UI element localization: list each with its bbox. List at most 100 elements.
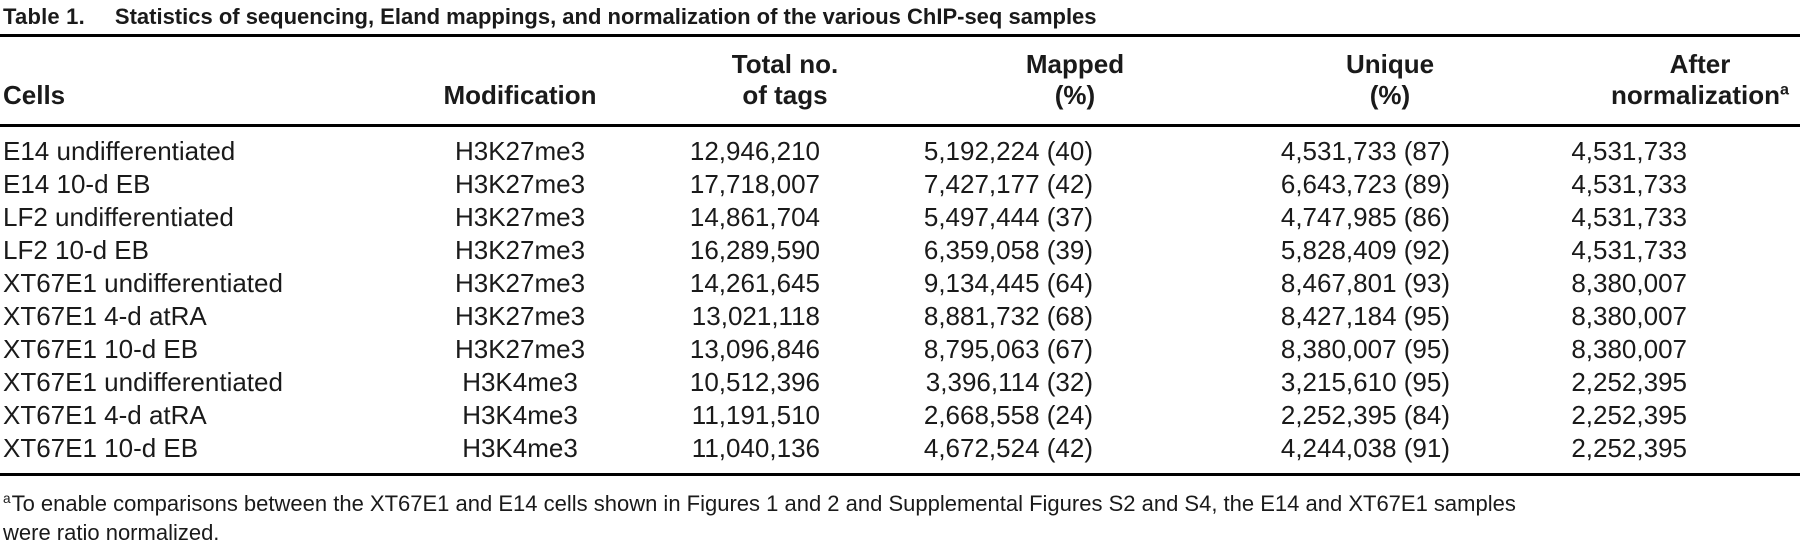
footnote-line1: aTo enable comparisons between the XT67E…	[3, 489, 1800, 518]
table-row: E14 undifferentiated H3K27me3 12,946,210…	[0, 135, 1800, 168]
cell-mapped-pct: 9,134,445 (64)	[923, 268, 1093, 298]
table-row: XT67E1 10-d EB H3K27me3 13,096,846 8,795…	[0, 333, 1800, 366]
cell-total-tags: 14,861,704	[689, 202, 820, 232]
rule-table-bottom	[0, 473, 1800, 476]
header-line1: After	[1669, 49, 1731, 79]
cell-cells: XT67E1 undifferentiated	[3, 367, 283, 397]
cell-unique-pct: 3,215,610 (95)	[1280, 367, 1450, 397]
rule-top	[0, 34, 1800, 37]
cell-mapped-pct: 6,359,058 (39)	[923, 235, 1093, 265]
cell-cells: E14 10-d EB	[3, 169, 151, 199]
table-title: Table 1. Statistics of sequencing, Eland …	[0, 3, 1800, 31]
header-line1: Unique	[1345, 49, 1435, 79]
cell-mapped-pct: 8,795,063 (67)	[923, 334, 1093, 364]
cell-modification: H3K27me3	[454, 169, 586, 199]
cell-mapped-pct: 5,497,444 (37)	[923, 202, 1093, 232]
cell-total-tags: 11,040,136	[691, 433, 820, 463]
table-caption: Statistics of sequencing, Eland mappings…	[114, 4, 1097, 29]
cell-mapped-pct: 7,427,177 (42)	[923, 169, 1093, 199]
cell-after-normalization: 4,531,733	[1571, 235, 1687, 265]
table-header-row: Cells Modification Total no. of tags Map…	[0, 37, 1800, 124]
column-header-modification: Modification	[380, 80, 660, 111]
cell-modification: H3K27me3	[454, 235, 586, 265]
cell-cells: LF2 undifferentiated	[3, 202, 234, 232]
cell-mapped-pct: 2,668,558 (24)	[923, 400, 1093, 430]
cell-after-normalization: 4,531,733	[1571, 136, 1687, 166]
column-header-unique-pct: Unique (%)	[1110, 49, 1470, 111]
cell-cells: XT67E1 4-d atRA	[3, 301, 207, 331]
cell-mapped-pct: 3,396,114 (32)	[925, 367, 1093, 397]
table-footnote: aTo enable comparisons between the XT67E…	[0, 489, 1800, 547]
cell-after-normalization: 2,252,395	[1571, 433, 1687, 463]
footnote-marker-superscript: a	[1780, 80, 1789, 99]
column-header-total-tags: Total no. of tags	[660, 49, 840, 111]
cell-modification: H3K27me3	[454, 268, 586, 298]
header-label: Modification	[443, 80, 597, 110]
cell-mapped-pct: 4,672,524 (42)	[923, 433, 1093, 463]
table-row: XT67E1 4-d atRA H3K27me3 13,021,118 8,88…	[0, 300, 1800, 333]
cell-unique-pct: 2,252,395 (84)	[1280, 400, 1450, 430]
cell-cells: XT67E1 10-d EB	[3, 433, 199, 463]
cell-cells: LF2 10-d EB	[3, 235, 149, 265]
cell-unique-pct: 8,427,184 (95)	[1280, 301, 1450, 331]
cell-cells: E14 undifferentiated	[3, 136, 236, 166]
cell-modification: H3K4me3	[462, 400, 578, 430]
cell-unique-pct: 4,244,038 (91)	[1280, 433, 1450, 463]
cell-cells: XT67E1 10-d EB	[3, 334, 199, 364]
cell-after-normalization: 2,252,395	[1571, 367, 1687, 397]
cell-total-tags: 17,718,007	[689, 169, 820, 199]
column-header-mapped-pct: Mapped (%)	[840, 49, 1124, 111]
cell-total-tags: 13,096,846	[689, 334, 820, 364]
table-row: LF2 undifferentiated H3K27me3 14,861,704…	[0, 201, 1800, 234]
cell-after-normalization: 8,380,007	[1571, 334, 1687, 364]
header-line2: (%)	[1054, 80, 1096, 110]
header-line2: of tags	[742, 80, 828, 110]
cell-modification: H3K4me3	[462, 433, 578, 463]
table-row: XT67E1 4-d atRA H3K4me3 11,191,510 2,668…	[0, 399, 1800, 432]
header-line2: (%)	[1369, 80, 1411, 110]
header-line2: normalizationa	[1611, 80, 1789, 111]
cell-unique-pct: 8,380,007 (95)	[1280, 334, 1450, 364]
cell-total-tags: 12,946,210	[689, 136, 820, 166]
cell-total-tags: 16,289,590	[689, 235, 820, 265]
footnote-text: To enable comparisons between the XT67E1…	[11, 491, 1516, 516]
rule-header-bottom	[0, 124, 1800, 127]
table-row: E14 10-d EB H3K27me3 17,718,007 7,427,17…	[0, 168, 1800, 201]
cell-unique-pct: 4,747,985 (86)	[1280, 202, 1450, 232]
cell-after-normalization: 2,252,395	[1571, 400, 1687, 430]
cell-unique-pct: 6,643,723 (89)	[1280, 169, 1450, 199]
cell-cells: XT67E1 4-d atRA	[3, 400, 207, 430]
footnote-line2: were ratio normalized.	[3, 520, 220, 545]
cell-total-tags: 13,021,118	[691, 301, 820, 331]
cell-modification: H3K4me3	[462, 367, 578, 397]
cell-after-normalization: 8,380,007	[1571, 301, 1687, 331]
header-line1: Total no.	[731, 49, 839, 79]
cell-after-normalization: 8,380,007	[1571, 268, 1687, 298]
header-line2-text: normalization	[1611, 80, 1781, 110]
column-header-after-normalization: After normalizationa	[1470, 49, 1800, 111]
table-body: E14 undifferentiated H3K27me3 12,946,210…	[0, 127, 1800, 473]
cell-after-normalization: 4,531,733	[1571, 169, 1687, 199]
cell-mapped-pct: 8,881,732 (68)	[923, 301, 1093, 331]
cell-unique-pct: 8,467,801 (93)	[1280, 268, 1450, 298]
table-row: LF2 10-d EB H3K27me3 16,289,590 6,359,05…	[0, 234, 1800, 267]
cell-modification: H3K27me3	[454, 301, 586, 331]
cell-modification: H3K27me3	[454, 334, 586, 364]
cell-cells: XT67E1 undifferentiated	[3, 268, 283, 298]
cell-mapped-pct: 5,192,224 (40)	[923, 136, 1093, 166]
column-header-cells: Cells	[0, 80, 380, 111]
cell-modification: H3K27me3	[454, 202, 586, 232]
cell-modification: H3K27me3	[454, 136, 586, 166]
table-row: XT67E1 undifferentiated H3K4me3 10,512,3…	[0, 366, 1800, 399]
header-line1: Mapped	[1025, 49, 1125, 79]
header-label: Cells	[3, 80, 66, 110]
table-row: XT67E1 undifferentiated H3K27me3 14,261,…	[0, 267, 1800, 300]
cell-unique-pct: 5,828,409 (92)	[1280, 235, 1450, 265]
cell-total-tags: 14,261,645	[689, 268, 820, 298]
cell-after-normalization: 4,531,733	[1571, 202, 1687, 232]
cell-total-tags: 10,512,396	[689, 367, 820, 397]
footnote-marker: a	[3, 490, 11, 506]
cell-unique-pct: 4,531,733 (87)	[1280, 136, 1450, 166]
cell-total-tags: 11,191,510	[691, 400, 820, 430]
